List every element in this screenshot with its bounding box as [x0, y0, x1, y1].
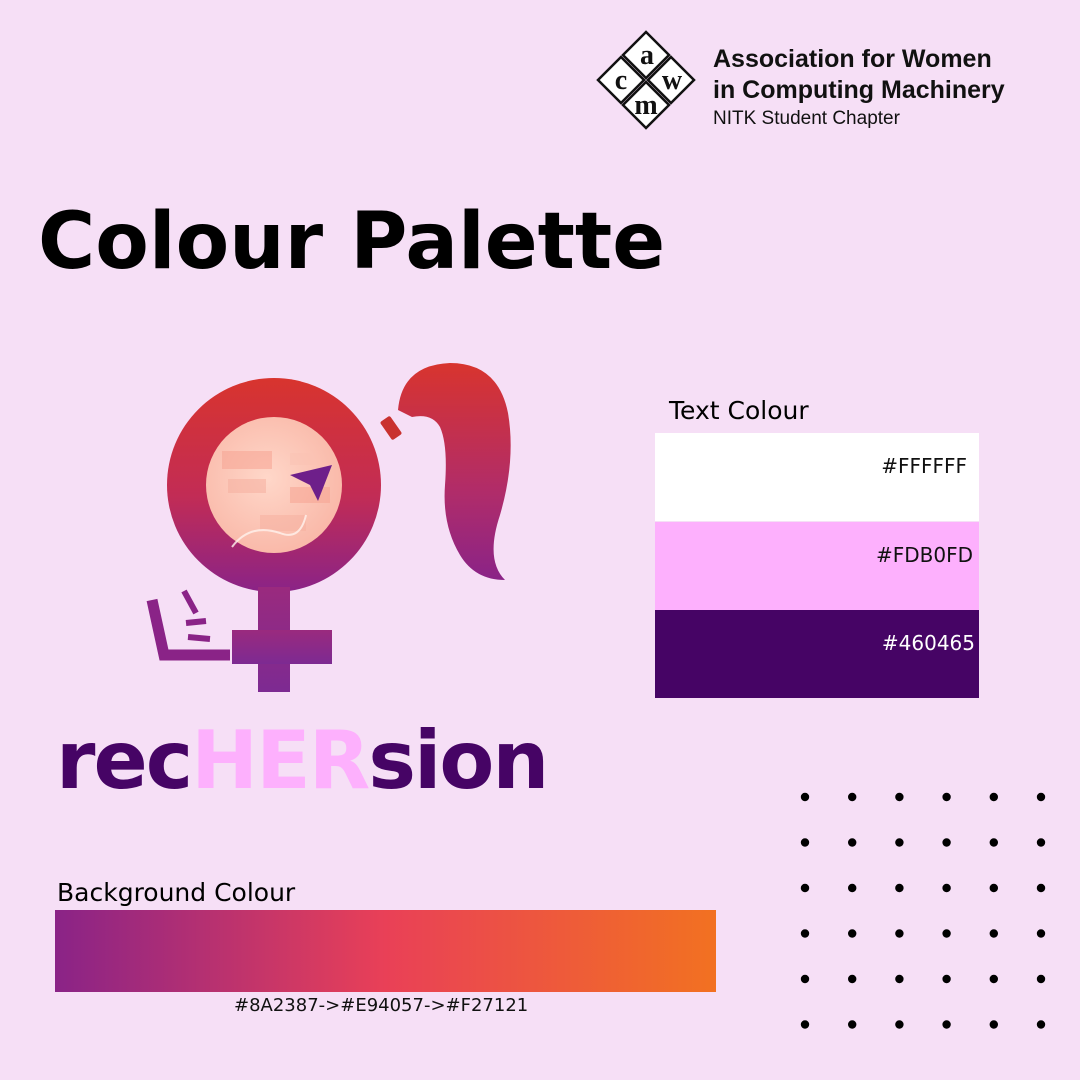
paper-plane-icon — [290, 465, 332, 501]
page-title: Colour Palette — [38, 197, 666, 287]
motion-corner — [146, 598, 230, 661]
grid-dot — [895, 1020, 904, 1029]
motion-line-2 — [185, 618, 207, 626]
grid-dot — [1036, 838, 1046, 847]
grid-dot — [1036, 929, 1046, 938]
text-colour-label: Text Colour — [669, 396, 809, 425]
org-name-block: Association for Women in Computing Machi… — [713, 44, 1005, 131]
swatch-pink: #FDB0FD — [655, 522, 979, 610]
grid-dot — [942, 929, 951, 938]
motion-line-1 — [181, 589, 199, 615]
org-name-line1: Association for Women — [713, 45, 992, 73]
screen-curve — [231, 514, 307, 548]
grid-dot — [1036, 792, 1046, 802]
symbol-crossbar — [232, 630, 332, 664]
acmw-logo: a c w m — [596, 30, 696, 130]
swatch-purple: #460465 — [655, 610, 979, 698]
wordmark-part-sion: sion — [368, 714, 549, 807]
grid-dot — [942, 974, 951, 984]
background-colour-label: Background Colour — [57, 878, 296, 907]
recHERsion-wordmark: recHERsion — [56, 706, 549, 816]
motion-line-3 — [187, 634, 211, 642]
grid-dot — [1036, 974, 1046, 984]
grid-dot — [848, 1020, 857, 1029]
grid-dot — [895, 883, 904, 893]
logo-diamond-c — [596, 55, 646, 105]
grid-dot — [942, 838, 951, 847]
swatch-purple-code: #460465 — [881, 631, 975, 655]
grid-dot — [1036, 1020, 1046, 1029]
wordmark-part-rec: rec — [56, 714, 193, 807]
grid-dot — [800, 974, 810, 984]
grid-dot — [895, 838, 904, 847]
hair-tie — [380, 416, 402, 440]
logo-diamond-a — [621, 30, 671, 80]
grid-dot — [989, 838, 998, 847]
decorative-dot-grid — [800, 792, 1046, 1029]
swatch-pink-code: #FDB0FD — [875, 543, 973, 567]
grid-dot — [1036, 883, 1046, 893]
grid-dot — [800, 883, 810, 893]
org-name-line2: in Computing Machinery — [713, 76, 1005, 104]
grid-dot — [800, 838, 810, 847]
grid-dot — [848, 838, 857, 847]
logo-diamond-w — [646, 55, 696, 105]
grid-dot — [942, 1020, 951, 1029]
background-gradient-swatch — [55, 910, 716, 992]
grid-dot — [989, 883, 998, 893]
grid-dot — [895, 929, 904, 938]
swatch-white-code: #FFFFFF — [881, 454, 967, 478]
logo-letter-m: m — [634, 90, 657, 121]
grid-dot — [989, 1020, 998, 1029]
grid-dot — [989, 929, 998, 938]
grid-dot — [800, 929, 810, 938]
grid-dot — [942, 792, 951, 802]
grid-dot — [942, 883, 951, 893]
wordmark-part-her: HER — [191, 714, 370, 807]
logo-letter-a: a — [640, 40, 654, 71]
grid-dot — [895, 974, 904, 984]
grid-dot — [800, 792, 810, 802]
grid-dot — [895, 792, 904, 802]
org-chapter-line: NITK Student Chapter — [713, 108, 900, 129]
grid-dot — [848, 883, 857, 893]
background-gradient-caption: #8A2387->#E94057->#F27121 — [234, 995, 529, 1016]
logo-letter-c: c — [615, 65, 627, 96]
swatch-white: #FFFFFF — [655, 433, 979, 521]
logo-diamond-m — [621, 80, 671, 130]
grid-dot — [989, 974, 998, 984]
grid-dot — [848, 792, 857, 802]
recHERsion-emblem — [146, 363, 511, 692]
grid-dot — [989, 792, 998, 802]
grid-dot — [848, 974, 857, 984]
grid-dot — [800, 1020, 810, 1029]
logo-letter-w: w — [662, 65, 683, 96]
grid-dot — [848, 929, 857, 938]
ponytail-shape — [398, 363, 511, 580]
